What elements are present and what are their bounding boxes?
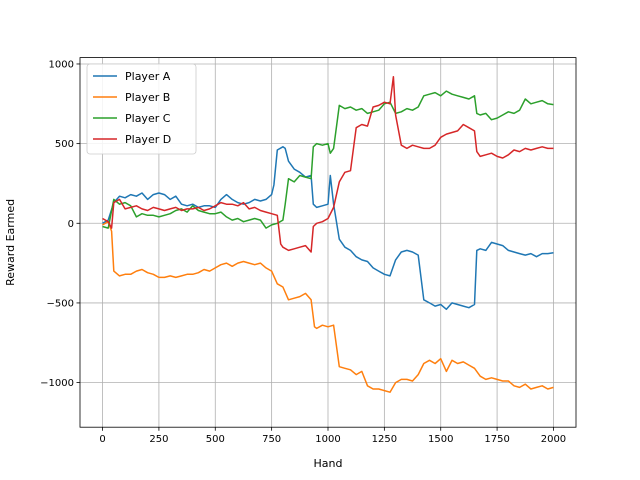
series-group bbox=[102, 75, 554, 393]
legend-label-player-c: Player C bbox=[125, 112, 171, 125]
x-axis-label: Hand bbox=[314, 457, 343, 470]
legend-label-player-d: Player D bbox=[125, 133, 171, 146]
y-tick-label: −1000 bbox=[40, 378, 74, 389]
y-tick-label: 1000 bbox=[49, 59, 74, 70]
series-line-player-a bbox=[102, 146, 554, 311]
x-tick-label: 1000 bbox=[315, 434, 340, 445]
y-tick-label: 0 bbox=[68, 219, 74, 230]
x-tick-label: 1750 bbox=[484, 434, 509, 445]
x-tick-label: 250 bbox=[149, 434, 168, 445]
x-tick-label: 750 bbox=[262, 434, 281, 445]
legend-label-player-b: Player B bbox=[125, 91, 170, 104]
y-axis-label: Reward Earmed bbox=[4, 199, 17, 286]
x-tick-label: 1250 bbox=[372, 434, 397, 445]
ticks: 0 250 500 750 1000 1250 1500 1750 2000 −1000 −500 0… bbox=[40, 59, 566, 445]
series-line-player-b bbox=[102, 220, 554, 393]
series-line-player-c bbox=[102, 90, 554, 229]
legend: Player A Player B Player C Player D bbox=[86, 63, 197, 155]
y-tick-label: −500 bbox=[47, 298, 74, 309]
series-line-player-d bbox=[102, 75, 554, 253]
legend-label-player-a: Player A bbox=[125, 70, 171, 83]
y-tick-label: 500 bbox=[55, 139, 74, 150]
x-tick-label: 500 bbox=[206, 434, 225, 445]
legend-box bbox=[86, 63, 197, 155]
x-tick-label: 0 bbox=[99, 434, 105, 445]
x-tick-label: 1500 bbox=[428, 434, 453, 445]
x-tick-label: 2000 bbox=[541, 434, 566, 445]
